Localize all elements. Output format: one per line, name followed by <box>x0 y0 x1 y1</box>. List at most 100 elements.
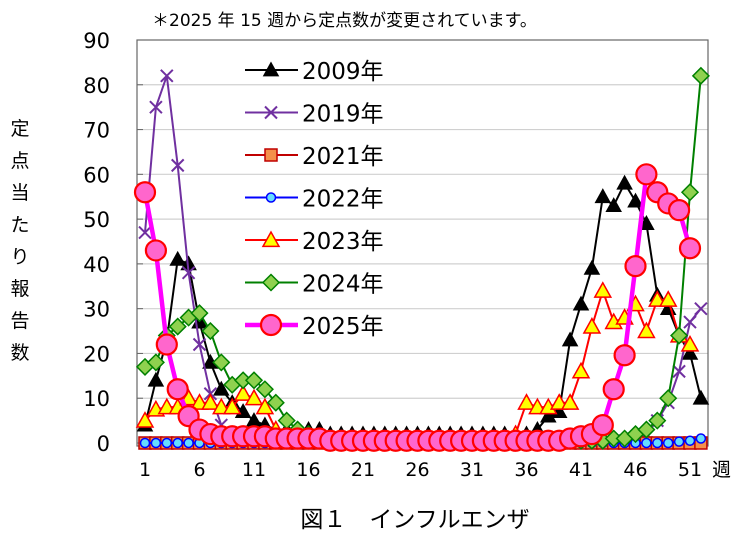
data-point <box>684 435 696 447</box>
data-point <box>146 353 165 372</box>
data-point <box>133 181 157 204</box>
data-point <box>624 255 647 278</box>
y-tick-label: 90 <box>83 29 110 53</box>
legend-label: 2019年 <box>302 102 384 128</box>
data-point <box>549 393 569 410</box>
data-point <box>168 317 187 336</box>
data-point <box>572 295 590 311</box>
data-point <box>582 317 602 334</box>
data-point <box>673 436 685 447</box>
data-point <box>144 239 167 262</box>
y-tick-label: 40 <box>83 253 110 277</box>
y-tick-label: 10 <box>83 387 110 411</box>
data-point <box>602 378 625 401</box>
data-point <box>155 333 178 356</box>
legend-label: 2021年 <box>302 144 384 170</box>
legend-label: 2009年 <box>302 59 384 85</box>
data-point <box>593 281 613 298</box>
data-point <box>691 66 710 85</box>
data-point <box>181 266 196 280</box>
y-axis-label-char: た <box>10 214 29 236</box>
series-2009年 <box>136 174 710 441</box>
x-tick-label: 21 <box>351 459 375 481</box>
data-point <box>540 407 557 423</box>
data-point <box>583 259 601 275</box>
data-point <box>680 183 700 202</box>
data-point <box>161 437 173 449</box>
y-tick-label: 30 <box>83 298 110 322</box>
data-point <box>594 188 612 204</box>
x-tick-labels: 1 6 11 16 21 26 31 36 41 46 51 <box>139 459 702 481</box>
data-point <box>637 321 656 339</box>
data-point <box>244 388 264 406</box>
data-point <box>678 237 702 260</box>
legend-label: 2023年 <box>302 229 384 255</box>
data-point <box>150 437 162 449</box>
series-group <box>133 66 710 452</box>
data-point <box>528 397 547 415</box>
data-point <box>670 326 689 345</box>
y-axis-label-char: 点 <box>10 150 29 172</box>
data-point <box>166 378 189 401</box>
data-point <box>561 331 579 347</box>
y-axis-label-char: 当 <box>10 182 29 204</box>
data-point <box>613 344 636 367</box>
data-point <box>683 315 697 329</box>
legend-label: 2022年 <box>302 187 384 213</box>
data-point <box>648 290 667 307</box>
data-point <box>135 411 155 428</box>
y-tick-label: 80 <box>83 74 110 98</box>
chart-note: ＊2025 年 15 週から定点数が変更されています。 <box>152 11 537 31</box>
x-tick-label: 46 <box>623 459 647 481</box>
data-point <box>244 371 264 390</box>
data-point <box>266 393 285 412</box>
legend-marker <box>264 148 278 162</box>
data-point <box>172 437 183 449</box>
data-point <box>652 437 663 449</box>
series-2025年 <box>133 163 702 452</box>
y-axis-label-char: 数 <box>10 342 29 364</box>
data-point <box>641 437 652 449</box>
x-axis-label: 週 <box>712 459 731 481</box>
y-tick-label: 50 <box>83 208 110 232</box>
data-point <box>212 397 231 415</box>
data-point <box>190 393 209 410</box>
y-axis-label-char: 告 <box>10 310 29 332</box>
data-point <box>659 389 678 408</box>
x-tick-label: 1 <box>139 459 151 481</box>
data-point <box>672 364 686 379</box>
y-tick-label: 70 <box>83 119 110 143</box>
y-tick-labels: 0 10 20 30 40 50 60 70 80 90 <box>83 29 110 456</box>
y-tick-label: 60 <box>83 163 110 187</box>
data-point <box>157 397 177 415</box>
legend-marker <box>259 313 283 337</box>
data-point <box>658 290 678 307</box>
data-point <box>635 163 658 186</box>
data-point <box>605 197 622 213</box>
x-tick-label: 36 <box>514 459 538 481</box>
data-point <box>662 437 674 449</box>
x-tick-label: 31 <box>460 459 484 481</box>
x-tick-label: 51 <box>678 459 702 481</box>
y-axis-label-char: 定 <box>10 118 29 140</box>
data-point <box>201 321 220 341</box>
legend-marker <box>261 230 281 248</box>
data-point <box>637 420 656 439</box>
data-point <box>147 371 165 387</box>
data-point <box>255 397 275 415</box>
data-point <box>192 337 207 352</box>
data-point <box>648 411 667 430</box>
data-point <box>627 192 644 208</box>
data-point <box>139 437 151 449</box>
legend: 2009年 2019年 2021年 2022年 2023年 2024年 2025年 <box>245 59 384 340</box>
data-point <box>255 380 274 399</box>
x-tick-label: 41 <box>569 459 593 481</box>
y-tick-label: 0 <box>97 432 110 456</box>
data-point <box>591 413 614 437</box>
x-tick-label: 16 <box>296 459 320 481</box>
data-point <box>680 334 700 352</box>
y-tick-label: 20 <box>83 342 110 366</box>
data-point <box>183 437 194 449</box>
